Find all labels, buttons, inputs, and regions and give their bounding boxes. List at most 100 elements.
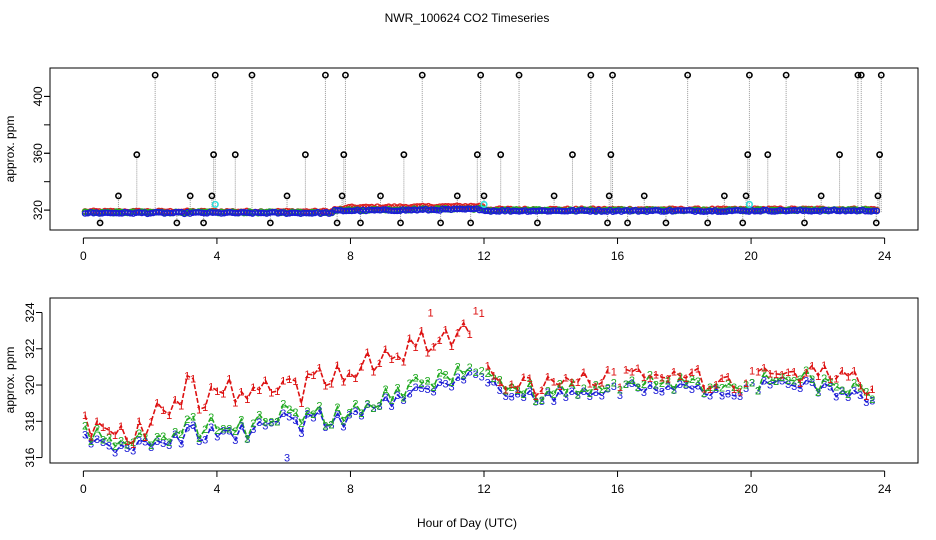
series-1-point: 1	[376, 358, 382, 370]
series-3-point: 3	[563, 392, 569, 404]
spike-point	[876, 151, 884, 159]
series-1-point: 1	[545, 372, 551, 384]
series-3-point: 3	[587, 391, 593, 403]
series-2-point: 2	[557, 379, 563, 391]
series-3-point: 3	[304, 408, 310, 420]
baseline-point	[572, 208, 580, 215]
series-2-point: 2	[178, 429, 184, 441]
series-1-point: 1	[779, 369, 785, 381]
series-1-point: 1	[214, 386, 220, 398]
x-axis-label: Hour of Day (UTC)	[417, 516, 517, 530]
series-1-point: 1	[479, 308, 485, 320]
spike-point	[854, 71, 862, 79]
series-2-point: 2	[292, 407, 298, 419]
series-2-point: 2	[629, 375, 635, 387]
series-3-point: 3	[437, 377, 443, 389]
y-tick-label-322: 322	[23, 338, 37, 358]
series-1-point: 1	[172, 394, 178, 406]
series-3-point: 3	[491, 376, 497, 388]
series-2-point: 2	[431, 382, 437, 394]
series-1-point: 1	[244, 394, 250, 406]
series-1-point: 1	[184, 371, 190, 383]
series-1-point: 1	[334, 360, 340, 372]
series-2-point: 2	[400, 393, 406, 405]
series-1-point: 1	[431, 342, 437, 354]
spike-point	[477, 71, 485, 79]
spike-point	[467, 219, 475, 227]
x-tick-label-16: 16	[611, 249, 625, 263]
series-3-point: 3	[743, 383, 749, 395]
series-2-point: 2	[605, 383, 611, 395]
series-2-point: 2	[473, 367, 479, 379]
series-2-point: 2	[479, 366, 485, 378]
series-1-point: 1	[869, 384, 875, 396]
series-2-point: 2	[364, 399, 370, 411]
series-1-point: 1	[196, 404, 202, 416]
series-2-point: 2	[551, 389, 557, 401]
spike-point	[720, 192, 728, 200]
spike-point	[872, 219, 880, 227]
series-3-point: 3	[340, 421, 346, 433]
series-2-point: 2	[304, 406, 310, 418]
series-2-point: 2	[328, 419, 334, 431]
series-1-point: 1	[100, 422, 106, 434]
series-2-point: 2	[767, 375, 773, 387]
series-2-point: 2	[563, 388, 569, 400]
series-1-point: 1	[256, 385, 262, 397]
series-3-point: 3	[809, 377, 815, 389]
spike-point	[604, 219, 611, 227]
series-3-point: 3	[527, 386, 533, 398]
series-1-point: 1	[803, 367, 809, 379]
spike-point	[569, 151, 576, 159]
x-tick-label-24: 24	[878, 482, 892, 496]
series-1-point: 1	[406, 333, 412, 345]
series-2-point: 2	[148, 440, 154, 452]
series-1-point: 1	[827, 374, 833, 386]
series-1-point: 1	[443, 324, 449, 336]
series-2-point: 2	[425, 375, 431, 387]
bottom-x-axis: 0 4 8 12 16 20 24	[80, 470, 892, 496]
series-2-point: 2	[310, 409, 316, 421]
series-3-point: 3	[701, 389, 707, 401]
series-2-point: 2	[647, 370, 653, 382]
series-2-point: 2	[118, 435, 124, 447]
series-3-point: 3	[797, 383, 803, 395]
series-2-point: 2	[437, 368, 443, 380]
series-3-point: 3	[671, 385, 677, 397]
series-2-point: 2	[719, 383, 725, 395]
series-1-point: 1	[322, 381, 328, 393]
series-3-point: 3	[485, 378, 491, 390]
series-1-point: 1	[370, 366, 376, 378]
series-2-point: 2	[322, 421, 328, 433]
series-1-point: 1	[845, 371, 851, 383]
series-3-point: 3	[725, 388, 731, 400]
spike-point	[744, 151, 752, 159]
series-3-point: 3	[425, 384, 431, 396]
series-3-point: 3	[857, 390, 863, 402]
series-1-point: 1	[635, 363, 641, 375]
spike-point	[515, 71, 523, 79]
series-1-point: 1	[328, 378, 334, 390]
series-1-point: 1	[286, 374, 292, 386]
series-3-point: 3	[292, 415, 298, 427]
series-3-point: 3	[509, 392, 515, 404]
series-3-point: 3	[136, 435, 142, 447]
baseline-point	[393, 207, 401, 215]
series-3-point: 3	[653, 385, 659, 397]
spike-point	[746, 71, 753, 79]
series-2-point: 2	[412, 372, 418, 384]
series-3-point: 3	[605, 383, 611, 395]
spike-point	[874, 192, 882, 200]
bottom-plot-frame	[49, 297, 919, 464]
y-tick-label-318: 318	[23, 411, 37, 431]
spike-point	[96, 219, 104, 227]
y-tick-label-320: 320	[31, 200, 45, 220]
series-3-point: 3	[581, 386, 587, 398]
series-1-point: 1	[292, 376, 298, 388]
series-3-point: 3	[617, 390, 623, 402]
series-2-point: 2	[172, 426, 178, 438]
series-3-point: 3	[749, 378, 755, 390]
series-1-point: 1	[737, 387, 743, 399]
series-2-line	[84, 365, 873, 448]
